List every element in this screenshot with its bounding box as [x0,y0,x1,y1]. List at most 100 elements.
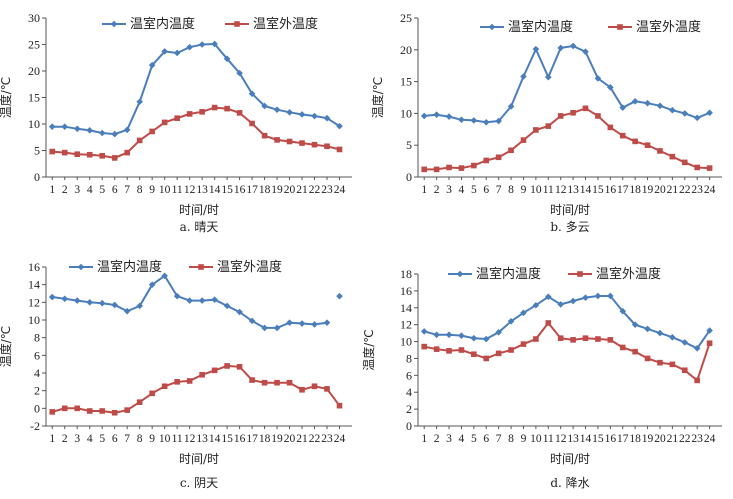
data-point-outdoor [336,146,343,153]
data-point-outdoor [681,367,688,374]
data-point-outdoor [161,119,168,126]
data-point-indoor [607,84,614,91]
data-point-outdoor [274,379,280,386]
data-point-indoor [323,114,331,122]
data-point-indoor [198,297,206,304]
x-tick-label: 13 [567,184,579,196]
data-point-outdoor [508,347,514,353]
legend: 温室内温度 温室外温度 [448,266,661,282]
data-point-indoor [298,320,306,327]
data-point-outdoor [299,140,305,146]
chart-caption: d. 降水 [550,476,589,490]
chart-caption: b. 多云 [550,220,589,234]
x-tick-label: 15 [221,433,233,445]
y-tick-label: 16 [28,260,40,274]
data-point-outdoor [706,340,713,347]
data-point-outdoor [508,147,514,154]
data-point-indoor [236,308,243,316]
data-point-indoor [693,114,701,122]
y-tick-label: 16 [400,284,412,298]
y-tick-label: 18 [400,267,412,281]
y-tick-label: 12 [400,318,412,332]
data-point-indoor [73,297,81,304]
x-tick-label: 24 [334,184,346,196]
legend-marker-indoor [488,23,496,31]
x-tick-label: 8 [137,433,143,445]
data-point-indoor [136,98,143,106]
y-tick-label: 0 [406,419,412,433]
data-point-outdoor [657,148,663,154]
data-point-indoor [223,302,231,310]
data-point-outdoor [533,336,539,342]
data-point-indoor [532,301,540,309]
x-axis-label: 时间/时 [179,203,219,217]
data-point-outdoor [545,123,552,129]
series-line-indoor [52,42,341,136]
data-point-outdoor [458,347,465,353]
x-tick-label: 10 [159,433,171,445]
x-tick-label: 15 [592,433,604,445]
data-point-outdoor [619,132,626,139]
series-line-outdoor [52,106,340,159]
data-point-outdoor [657,359,663,366]
data-point-indoor [594,75,602,82]
data-point-outdoor [632,348,638,355]
series-line-outdoor [423,321,711,383]
data-point-indoor [186,43,193,51]
data-point-indoor [223,55,231,63]
data-point-outdoor [186,378,193,384]
x-tick-label: 9 [521,433,527,445]
data-point-outdoor [582,335,589,341]
data-point-outdoor [433,166,440,173]
x-axis-label: 时间/时 [550,452,590,466]
data-point-indoor [420,328,428,335]
data-point-indoor [261,102,268,110]
data-point-indoor [569,42,577,50]
x-tick-label: 20 [654,184,666,196]
data-point-outdoor [311,141,318,148]
data-point-outdoor [324,143,330,150]
data-point-outdoor [545,320,552,326]
y-tick-label: 25 [28,38,40,52]
x-tick-label: 22 [309,184,321,196]
data-point-indoor [98,299,106,307]
x-tick-label: 19 [642,184,654,196]
data-point-indoor [186,297,193,304]
data-point-outdoor [61,149,68,156]
x-tick-label: 18 [259,184,271,196]
data-point-outdoor [311,383,318,390]
data-point-outdoor [681,159,688,166]
y-tick-label: 14 [28,278,40,292]
data-point-indoor [211,40,218,48]
data-point-indoor [706,327,713,334]
data-point-outdoor [161,383,168,390]
data-point-indoor [445,331,453,339]
data-point-outdoor [111,155,118,161]
data-point-indoor [111,301,118,309]
y-axis-label: 温度/℃ [361,329,376,371]
data-point-outdoor [286,138,293,145]
x-tick-label: 23 [691,184,703,196]
x-tick-label: 17 [246,433,258,445]
data-point-outdoor [483,355,490,362]
data-point-outdoor [694,377,700,384]
data-point-outdoor [619,344,626,351]
data-point-outdoor [99,153,106,159]
data-point-indoor [495,328,502,336]
x-tick-label: 24 [704,433,716,445]
data-point-outdoor [286,379,293,386]
data-point-indoor [681,339,689,346]
data-point-indoor [619,307,627,315]
data-point-outdoor [124,149,130,156]
data-point-outdoor [706,165,713,171]
data-point-outdoor [520,137,527,143]
data-point-outdoor [236,110,243,116]
series-line-outdoor [51,364,341,414]
data-point-outdoor [49,148,56,155]
data-point-indoor [433,331,440,339]
x-tick-label: 13 [196,433,208,445]
x-tick-label: 14 [580,433,592,445]
legend-marker-indoor [77,263,85,271]
data-point-indoor [482,119,490,126]
